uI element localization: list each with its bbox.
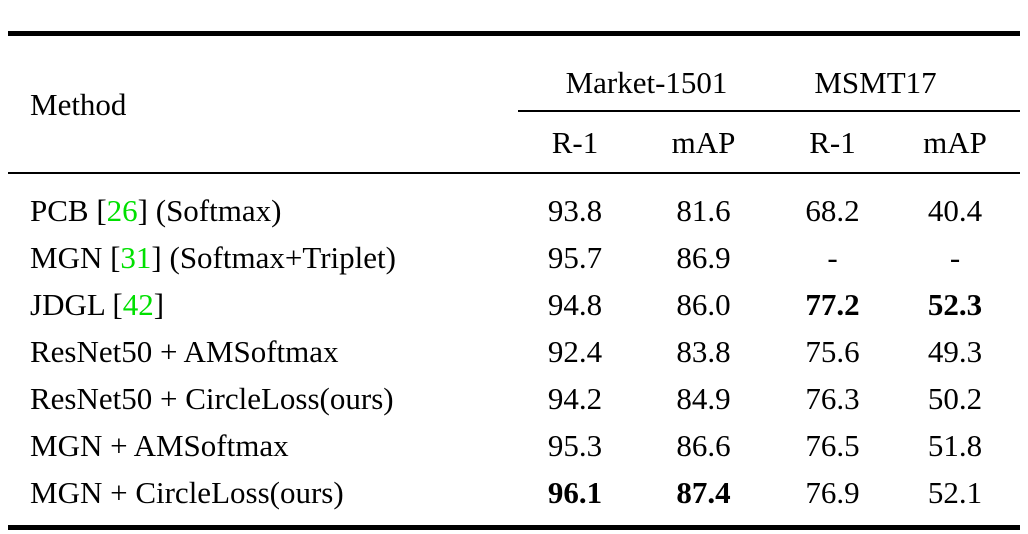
- metric-value: 93.8: [547, 193, 603, 228]
- group-header-market1501: Market-1501: [518, 33, 775, 112]
- metric-value: -: [827, 240, 838, 275]
- metric-value: 86.9: [676, 240, 731, 275]
- method-name: ResNet50 + CircleLoss(ours): [8, 375, 518, 422]
- method-text: ] (Softmax): [137, 193, 282, 228]
- sub-header-market-r1: R-1: [518, 111, 632, 174]
- method-text: JDGL [: [30, 287, 123, 322]
- metric-value: 86.0: [676, 287, 731, 322]
- metric-value: 96.1: [547, 475, 603, 510]
- method-name: JDGL [42]: [8, 281, 518, 328]
- method-name: MGN + CircleLoss(ours): [8, 469, 518, 528]
- metric-value: 52.3: [927, 287, 983, 322]
- citation-number: 31: [120, 240, 152, 275]
- table-row: ResNet50 + CircleLoss(ours) 94.2 84.9 76.3 5…: [8, 375, 1020, 422]
- group-header-msmt17: MSMT17: [775, 33, 1020, 112]
- metric-value: 40.4: [927, 193, 983, 228]
- metric-value: 87.4: [676, 475, 731, 510]
- metric-value: 95.7: [547, 240, 603, 275]
- metric-value: 50.2: [927, 381, 983, 416]
- method-text: ] (Softmax+Triplet): [151, 240, 396, 275]
- metric-value: 86.6: [676, 428, 731, 463]
- metric-value: 51.8: [927, 428, 983, 463]
- method-text: ResNet50 + AMSoftmax: [30, 334, 339, 369]
- method-name: MGN + AMSoftmax: [8, 422, 518, 469]
- method-text: ResNet50 + CircleLoss(ours): [30, 381, 394, 416]
- table-row: MGN + CircleLoss(ours) 96.1 87.4 76.9 52.1: [8, 469, 1020, 528]
- metric-value: 68.2: [805, 193, 860, 228]
- metric-value: 49.3: [927, 334, 983, 369]
- method-name: MGN [31] (Softmax+Triplet): [8, 234, 518, 281]
- metric-value: 94.8: [547, 287, 603, 322]
- metric-value: 77.2: [805, 287, 860, 322]
- metric-value: 76.9: [805, 475, 860, 510]
- metric-value: 75.6: [805, 334, 860, 369]
- method-text: ]: [153, 287, 165, 322]
- metric-value: 83.8: [676, 334, 731, 369]
- method-text: MGN [: [30, 240, 121, 275]
- metric-value: -: [949, 240, 961, 275]
- col-header-method: Method: [8, 33, 518, 174]
- table-row: MGN [31] (Softmax+Triplet) 95.7 86.9 - -: [8, 234, 1020, 281]
- method-name: PCB [26] (Softmax): [8, 173, 518, 234]
- citation-number: 26: [106, 193, 138, 228]
- table-row: PCB [26] (Softmax) 93.8 81.6 68.2 40.4: [8, 173, 1020, 234]
- metric-value: 92.4: [547, 334, 603, 369]
- table-row: JDGL [42] 94.8 86.0 77.2 52.3: [8, 281, 1020, 328]
- metric-value: 52.1: [927, 475, 983, 510]
- method-text: MGN + AMSoftmax: [30, 428, 289, 463]
- sub-header-msmt-map: mAP: [890, 111, 1020, 174]
- metric-value: 76.5: [805, 428, 860, 463]
- metric-value: 76.3: [805, 381, 860, 416]
- sub-header-market-map: mAP: [632, 111, 775, 174]
- method-text: PCB [: [30, 193, 107, 228]
- results-table: Method Market-1501 MSMT17 R-1 mAP R-1 mAP P…: [8, 31, 1020, 530]
- metric-value: 95.3: [547, 428, 603, 463]
- metric-value: 81.6: [676, 193, 731, 228]
- method-text: MGN + CircleLoss(ours): [30, 475, 344, 510]
- metric-value: 94.2: [547, 381, 603, 416]
- table-row: MGN + AMSoftmax 95.3 86.6 76.5 51.8: [8, 422, 1020, 469]
- citation-number: 42: [122, 287, 154, 322]
- group-header-row: Method Market-1501 MSMT17: [8, 33, 1020, 174]
- sub-header-msmt-r1: R-1: [775, 111, 890, 174]
- table-row: ResNet50 + AMSoftmax 92.4 83.8 75.6 49.3: [8, 328, 1020, 375]
- metric-header-row: R-1 mAP R-1 mAP: [8, 111, 1020, 174]
- metric-value: 84.9: [676, 381, 731, 416]
- method-name: ResNet50 + AMSoftmax: [8, 328, 518, 375]
